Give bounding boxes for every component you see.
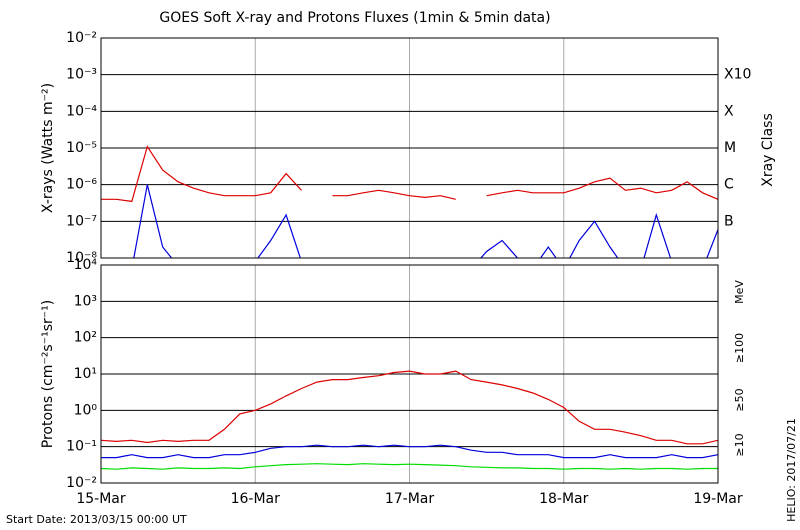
x-tick-label: 16-Mar [231, 491, 281, 507]
legend-label: ≥100 [733, 333, 746, 363]
series-line [101, 145, 718, 203]
class-label: X10 [724, 67, 751, 83]
y-axis-label: X-rays (Watts m⁻²) [40, 83, 56, 213]
legend-label: ≥10 [733, 433, 746, 456]
x-tick-label: 18-Mar [539, 491, 589, 507]
chart-title: GOES Soft X-ray and Protons Fluxes (1min… [159, 10, 550, 26]
y-tick-label: 10⁻⁵ [66, 140, 97, 156]
y-tick-label: 10⁻⁷ [66, 213, 97, 229]
y-tick-label: 10⁰ [74, 402, 98, 418]
x-tick-label: 15-Mar [76, 491, 126, 507]
credit: HELIO: 2017/07/21 [785, 418, 798, 522]
y-tick-label: 10⁴ [74, 257, 98, 273]
unit-label: MeV [733, 280, 746, 304]
legend-label: ≥50 [733, 388, 746, 411]
y-tick-label: 10⁻¹ [66, 439, 97, 455]
y-tick-label: 10⁻⁶ [66, 177, 97, 193]
y-tick-label: 10⁻⁸ [66, 250, 97, 266]
y-tick-label: 10⁻⁴ [66, 103, 97, 119]
y2-axis-label: Xray Class [760, 113, 776, 187]
y-tick-label: 10⁻² [66, 475, 97, 491]
y-tick-label: 10⁻³ [66, 67, 97, 83]
series-line [133, 184, 718, 258]
start-date: Start Date: 2013/03/15 00:00 UT [6, 513, 187, 526]
x-tick-label: 19-Mar [693, 491, 743, 507]
series-line [101, 444, 718, 459]
class-label: C [724, 177, 734, 193]
series-line [101, 463, 718, 470]
class-label: B [724, 213, 734, 229]
y-tick-label: 10² [74, 330, 97, 346]
series-line [101, 370, 718, 445]
plot-area [101, 370, 718, 470]
y-axis-label: Protons (cm⁻²s⁻¹sr⁻¹) [40, 300, 56, 449]
panel-frame [100, 37, 719, 259]
class-label: X [724, 103, 734, 119]
y-tick-label: 10¹ [74, 366, 97, 382]
panel-frame [100, 264, 719, 484]
y-tick-label: 10³ [74, 293, 97, 309]
y-tick-label: 10⁻² [66, 30, 97, 46]
x-tick-label: 17-Mar [385, 491, 435, 507]
class-label: M [724, 140, 736, 156]
plot-area [101, 145, 718, 258]
